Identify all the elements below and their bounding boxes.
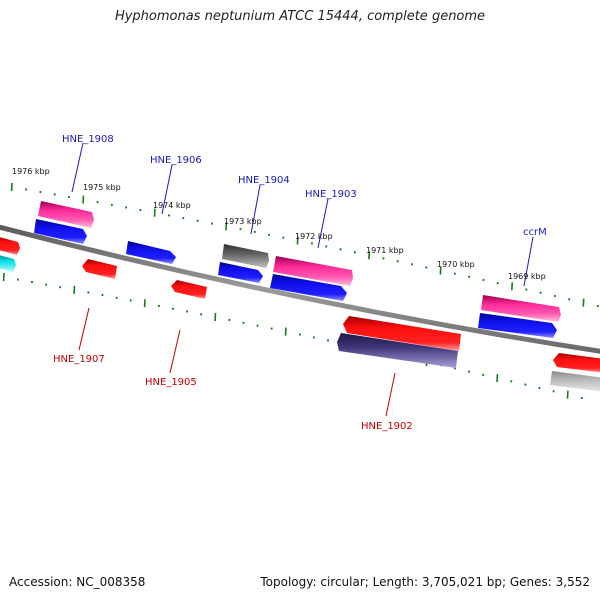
scale-label-1971: 1971 kbp	[366, 246, 404, 255]
gene-navy[interactable]	[337, 333, 458, 368]
gene-hne-1908[interactable]	[38, 201, 94, 228]
gene-blue-4[interactable]	[478, 313, 557, 338]
gene-edge-lightgray-right[interactable]	[550, 371, 600, 392]
forward-genes[interactable]	[0, 201, 561, 338]
gene-edge-cyan-left[interactable]	[0, 254, 16, 272]
genome-backbone	[0, 224, 600, 354]
gene-edge-red-right[interactable]	[553, 353, 600, 373]
gene-hne-1904[interactable]	[222, 244, 269, 268]
gene-blue-3[interactable]	[270, 274, 347, 301]
gene-hne-1902[interactable]	[343, 316, 461, 351]
scale-label-1976: 1976 kbp	[12, 167, 50, 176]
gene-hne-1905[interactable]	[171, 280, 207, 299]
gene-hne-1903[interactable]	[273, 256, 353, 286]
gene-ccrm[interactable]	[481, 295, 561, 322]
scale-label-1970: 1970 kbp	[437, 260, 475, 269]
label-ccrm: ccrM	[523, 227, 547, 238]
scale-labels: 1976 kbp 1975 kbp 1974 kbp 1973 kbp 1972…	[12, 167, 546, 281]
scale-label-1974: 1974 kbp	[153, 201, 191, 210]
label-hne-1902: HNE_1902	[361, 421, 413, 432]
map-title: Hyphomonas neptunium ATCC 15444, complet…	[114, 9, 486, 24]
gene-blue-2[interactable]	[218, 262, 263, 283]
gene-edge-red-left[interactable]	[0, 236, 20, 255]
label-hne-1903: HNE_1903	[305, 189, 357, 200]
outer-tick-ring	[10, 182, 599, 308]
genome-summary: Topology: circular; Length: 3,705,021 bp…	[260, 575, 590, 589]
label-hne-1904: HNE_1904	[238, 175, 290, 186]
accession-label: Accession: NC_008358	[9, 575, 146, 589]
gene-hne-1906[interactable]	[126, 241, 176, 264]
scale-label-1972: 1972 kbp	[295, 232, 333, 241]
scale-label-1973: 1973 kbp	[224, 217, 262, 226]
scale-label-1969: 1969 kbp	[508, 272, 546, 281]
label-leaders	[71, 142, 534, 417]
gene-labels: HNE_1908 HNE_1906 HNE_1904 HNE_1903 ccrM…	[53, 134, 547, 432]
label-hne-1907: HNE_1907	[53, 354, 105, 365]
label-hne-1905: HNE_1905	[145, 377, 197, 388]
label-hne-1908: HNE_1908	[62, 134, 114, 145]
scale-label-1975: 1975 kbp	[83, 183, 121, 192]
gene-hne-1907[interactable]	[82, 259, 117, 279]
label-hne-1906: HNE_1906	[150, 155, 202, 166]
gene-blue-1[interactable]	[34, 219, 87, 244]
reverse-genes[interactable]	[82, 259, 600, 392]
